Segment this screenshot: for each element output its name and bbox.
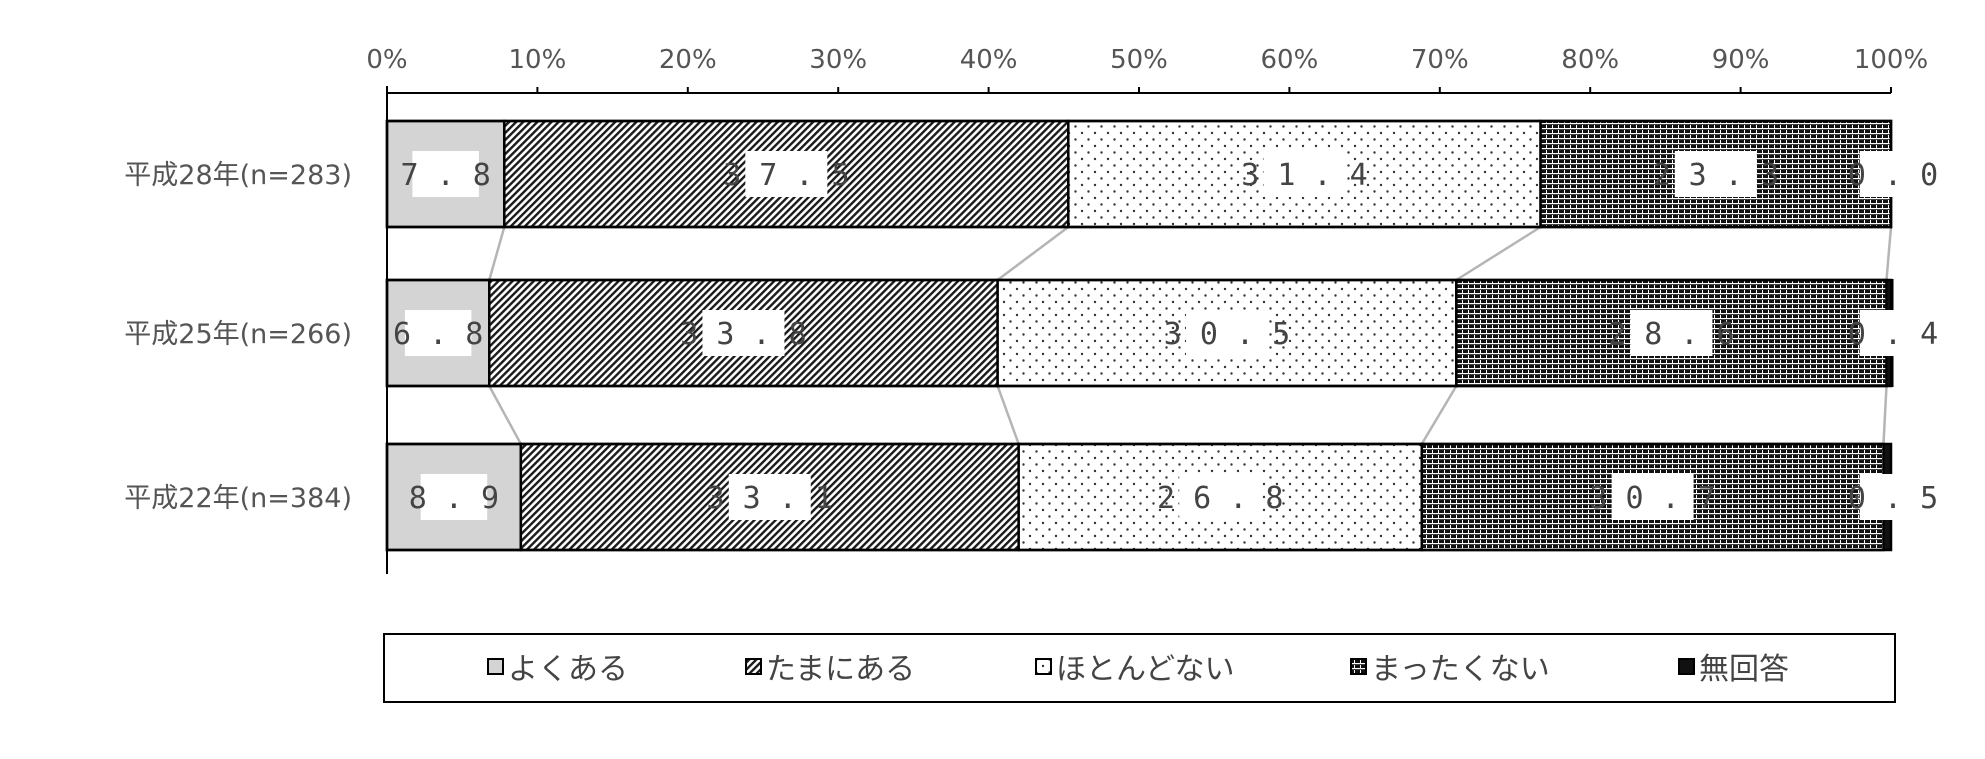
data-label: 8 . 9 [409, 481, 499, 516]
legend-swatch [745, 658, 762, 675]
legend-box [383, 633, 1896, 703]
data-label-bg [702, 310, 785, 356]
data-label: 3 0 . 5 [1164, 317, 1290, 352]
data-label-bg [404, 310, 472, 356]
data-label-bg [1859, 151, 1927, 197]
data-label: 7 . 8 [400, 158, 490, 193]
connector-line [1882, 385, 1888, 445]
connector-line [1455, 225, 1542, 282]
data-label: 3 7 . 5 [723, 158, 849, 193]
x-tick-label: 70% [1411, 45, 1469, 75]
data-label: 2 8 . 6 [1608, 317, 1734, 352]
x-axis: 0% 10% 20% 30% 40% 50% 60% 70% 80% 90% 100% [366, 45, 1928, 574]
data-label-bg [728, 474, 811, 520]
data-label: 2 3 . 3 [1653, 158, 1779, 193]
connector-line [996, 385, 1020, 445]
data-labels: 7 . 8 3 7 . 5 3 1 . 4 2 3 . 3 0 . 0 6 . 8 3 3 … [393, 151, 1938, 520]
legend-swatch [487, 658, 504, 675]
x-tick-label: 90% [1712, 45, 1770, 75]
data-label-bg [412, 151, 479, 197]
connector-line [488, 226, 506, 281]
data-label-bg [1859, 474, 1927, 520]
connector-line [996, 225, 1070, 282]
legend-label: 無回答 [1699, 652, 1789, 687]
legend-label: たまにある [766, 652, 915, 687]
data-label: 3 3 . 1 [707, 481, 833, 516]
data-label: 0 . 5 [1848, 481, 1938, 516]
x-tick-label: 20% [659, 45, 717, 75]
data-label: 3 0 . 7 [1589, 481, 1715, 516]
data-label: 2 6 . 8 [1157, 481, 1283, 516]
legend-swatch [1678, 658, 1695, 675]
legend-label: ほとんどない [1056, 652, 1235, 687]
legend-swatch [1035, 658, 1052, 675]
legend-label: まったくない [1371, 652, 1550, 687]
data-label-bg [1611, 474, 1694, 520]
data-label: 6 . 8 [393, 317, 483, 352]
x-tick-label: 0% [366, 45, 407, 75]
connector-lines [488, 225, 1893, 445]
data-label-bg [1263, 151, 1346, 197]
category-label: 平成28年(n=283) [124, 160, 352, 191]
connector-line [488, 385, 522, 445]
legend: よくある たまにある ほとんどない まったくない 無回答 [383, 633, 1896, 703]
category-label: 平成22年(n=384) [124, 483, 352, 514]
category-label: 平成25年(n=266) [124, 319, 352, 350]
connector-line [1420, 385, 1458, 445]
data-label: 0 . 0 [1848, 158, 1938, 193]
x-tick-label: 40% [960, 45, 1018, 75]
legend-swatch [1350, 658, 1367, 675]
data-label: 0 . 4 [1848, 317, 1938, 352]
x-tick-label: 60% [1261, 45, 1319, 75]
data-label-bg [1630, 310, 1713, 356]
data-label-bg [420, 474, 488, 520]
x-tick-label: 100% [1854, 45, 1928, 75]
data-label: 3 1 . 4 [1241, 158, 1367, 193]
category-labels: 平成28年(n=283) 平成25年(n=266) 平成22年(n=384) [124, 160, 352, 514]
data-label-bg [745, 151, 828, 197]
legend-label: よくある [508, 652, 628, 687]
x-tick-label: 10% [509, 45, 567, 75]
data-label-bg [1179, 474, 1262, 520]
data-label-bg [1674, 151, 1757, 197]
x-tick-label: 30% [809, 45, 867, 75]
connector-line [1885, 226, 1893, 281]
data-label-bg [1859, 310, 1927, 356]
data-label-bg [1185, 310, 1268, 356]
x-tick-label: 80% [1561, 45, 1619, 75]
data-label: 3 3 . 8 [680, 317, 806, 352]
x-tick-label: 50% [1110, 45, 1168, 75]
